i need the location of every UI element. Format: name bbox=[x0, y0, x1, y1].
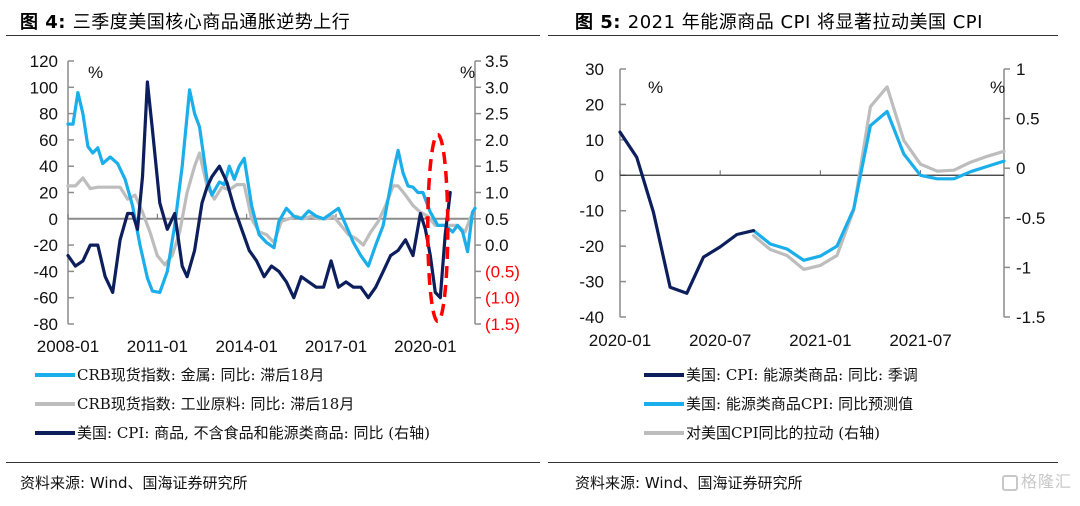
figure-4-source: 资料来源: Wind、国海证券研究所 bbox=[20, 474, 248, 492]
watermark-text: 格隆汇 bbox=[1020, 472, 1072, 491]
legend-swatch-gray bbox=[35, 401, 75, 406]
x-tick-label: 2021-01 bbox=[789, 331, 851, 350]
legend-label: CRB现货指数: 工业原料: 同比: 滞后18月 bbox=[77, 395, 355, 413]
figure-5-title-text: 2021 年能源商品 CPI 将显著拉动美国 CPI bbox=[627, 12, 983, 33]
right-y-tick-label: 1.5 bbox=[485, 157, 509, 176]
right-y-tick-label: 0.5 bbox=[1016, 110, 1040, 129]
left-y-tick-label: 120 bbox=[30, 52, 58, 71]
figure-4-title-text: 三季度美国核心商品通胀逆势上行 bbox=[72, 12, 351, 33]
legend-label: 对美国CPI同比的拉动 (右轴) bbox=[686, 424, 880, 442]
left-y-tick-label: -30 bbox=[579, 273, 604, 292]
x-tick-label: 2020-01 bbox=[589, 331, 651, 350]
figure-4-title-prefix: 图 4: bbox=[20, 12, 66, 33]
right-y-tick-label: (1.0) bbox=[485, 289, 520, 308]
legend-item-energy-cpi-forecast: 美国: 能源类商品CPI: 同比预测值 bbox=[644, 389, 918, 418]
legend-label: CRB现货指数: 金属: 同比: 滞后18月 bbox=[77, 366, 325, 384]
right-y-tick-label: -1.5 bbox=[1016, 308, 1045, 327]
left-y-tick-label: 0 bbox=[49, 210, 58, 229]
left-y-tick-label: 0 bbox=[595, 166, 604, 185]
left-y-tick-label: -20 bbox=[579, 237, 604, 256]
legend-label: 美国: CPI: 商品, 不含食品和能源类商品: 同比 (右轴) bbox=[77, 424, 430, 442]
figure-5-top-rule bbox=[548, 35, 1058, 36]
series-line-1 bbox=[752, 109, 1006, 262]
right-y-tick-label: 2.0 bbox=[485, 131, 509, 150]
right-axis-unit-label: % bbox=[460, 63, 475, 82]
right-y-tick-label: 1 bbox=[1016, 60, 1025, 79]
left-y-tick-label: 60 bbox=[39, 131, 58, 150]
left-axis-unit-label: % bbox=[648, 78, 663, 97]
right-y-tick-label: -0.5 bbox=[1016, 209, 1045, 228]
left-y-tick-label: -80 bbox=[33, 315, 58, 334]
x-tick-label: 2008-01 bbox=[37, 337, 99, 356]
left-y-tick-label: -10 bbox=[579, 202, 604, 221]
figure-5-bottom-rule bbox=[548, 462, 1058, 463]
figure-5-title-prefix: 图 5: bbox=[575, 12, 621, 33]
right-y-tick-label: 0.5 bbox=[485, 210, 509, 229]
left-y-tick-label: 100 bbox=[30, 78, 58, 97]
left-y-tick-label: -40 bbox=[33, 262, 58, 281]
legend-item-us-energy-cpi: 美国: CPI: 能源类商品: 同比: 季调 bbox=[644, 360, 918, 389]
legend-item-contribution-to-cpi: 对美国CPI同比的拉动 (右轴) bbox=[644, 418, 918, 447]
figure-4-bottom-rule bbox=[6, 462, 540, 463]
x-tick-label: 2020-01 bbox=[394, 337, 456, 356]
x-tick-label: 2014-01 bbox=[215, 337, 277, 356]
legend-swatch-light-blue bbox=[35, 372, 75, 377]
x-tick-label: 2011-01 bbox=[127, 337, 188, 356]
left-y-tick-label: -60 bbox=[33, 289, 58, 308]
legend-swatch-navy bbox=[644, 372, 684, 377]
right-y-tick-label: 3.5 bbox=[485, 52, 509, 71]
watermark: 格隆汇 bbox=[1001, 468, 1072, 492]
figure-5-source: 资料来源: Wind、国海证券研究所 bbox=[575, 474, 803, 492]
figure-5-legend: 美国: CPI: 能源类商品: 同比: 季调 美国: 能源类商品CPI: 同比预… bbox=[644, 360, 918, 447]
legend-item-us-core-goods-cpi: 美国: CPI: 商品, 不含食品和能源类商品: 同比 (右轴) bbox=[35, 418, 430, 447]
right-axis-unit-label: % bbox=[990, 78, 1005, 97]
series-line-0 bbox=[66, 88, 477, 294]
figure-4-title: 图 4: 三季度美国核心商品通胀逆势上行 bbox=[20, 8, 350, 34]
legend-label: 美国: 能源类商品CPI: 同比预测值 bbox=[686, 395, 914, 413]
x-tick-label: 2017-01 bbox=[305, 337, 367, 356]
left-y-tick-label: -40 bbox=[579, 308, 604, 327]
figure-4-top-rule bbox=[6, 35, 540, 36]
right-y-tick-label: 2.5 bbox=[485, 105, 509, 124]
legend-item-crb-metals: CRB现货指数: 金属: 同比: 滞后18月 bbox=[35, 360, 430, 389]
series-line-0 bbox=[618, 130, 756, 295]
legend-label: 美国: CPI: 能源类商品: 同比: 季调 bbox=[686, 366, 918, 384]
legend-swatch-navy bbox=[35, 430, 75, 435]
left-y-tick-label: 20 bbox=[585, 95, 604, 114]
left-axis-unit-label: % bbox=[88, 63, 103, 82]
figure-4-legend: CRB现货指数: 金属: 同比: 滞后18月 CRB现货指数: 工业原料: 同比… bbox=[35, 360, 430, 447]
figure-5-title: 图 5: 2021 年能源商品 CPI 将显著拉动美国 CPI bbox=[575, 8, 983, 34]
x-tick-label: 2021-07 bbox=[889, 331, 951, 350]
left-y-tick-label: 30 bbox=[585, 60, 604, 79]
watermark-logo-icon bbox=[1001, 474, 1018, 491]
series-line-2 bbox=[66, 80, 452, 300]
series-line-2 bbox=[752, 85, 1006, 271]
left-y-tick-label: 10 bbox=[585, 131, 604, 150]
right-y-tick-label: 0.0 bbox=[485, 236, 509, 255]
x-tick-label: 2020-07 bbox=[689, 331, 751, 350]
right-y-tick-label: -1 bbox=[1016, 258, 1031, 277]
right-y-tick-label: (1.5) bbox=[485, 315, 520, 334]
left-y-tick-label: 80 bbox=[39, 105, 58, 124]
left-y-tick-label: -20 bbox=[33, 236, 58, 255]
right-y-tick-label: (0.5) bbox=[485, 262, 520, 281]
highlight-ellipse-annotation bbox=[426, 132, 450, 324]
left-y-tick-label: 20 bbox=[39, 184, 58, 203]
right-y-tick-label: 0 bbox=[1016, 159, 1025, 178]
legend-swatch-gray bbox=[644, 430, 684, 435]
legend-item-crb-industrial: CRB现货指数: 工业原料: 同比: 滞后18月 bbox=[35, 389, 430, 418]
right-y-tick-label: 3.0 bbox=[485, 78, 509, 97]
left-y-tick-label: 40 bbox=[39, 157, 58, 176]
legend-swatch-light-blue bbox=[644, 401, 684, 406]
right-y-tick-label: 1.0 bbox=[485, 184, 509, 203]
